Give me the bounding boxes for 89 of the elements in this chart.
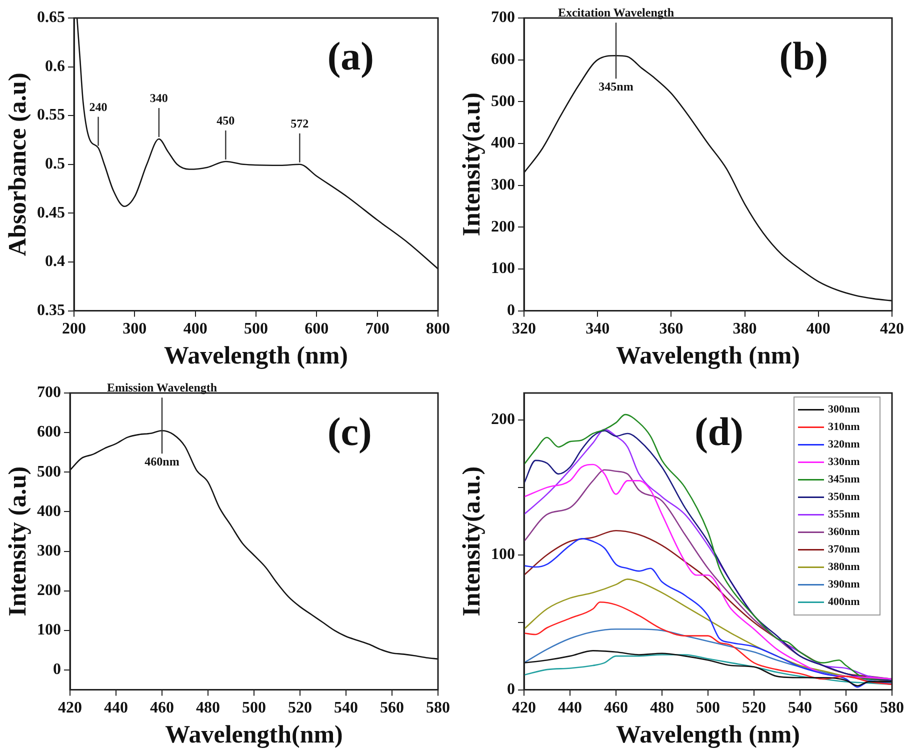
legend-label: 350nm	[828, 491, 860, 504]
legend-label: 380nm	[828, 561, 860, 574]
y-tick-label: 300	[491, 176, 515, 194]
legend-label: 300nm	[828, 404, 860, 416]
x-tick-label: 400	[183, 320, 208, 338]
annotation: (c)	[327, 408, 372, 454]
y-tick-label: 0.6	[45, 58, 65, 75]
x-tick-label: 480	[196, 700, 220, 717]
y-axis-title: Intensity(a.u)	[458, 92, 486, 236]
x-tick-label: 420	[58, 700, 82, 717]
x-tick-label: 420	[880, 320, 904, 338]
y-tick-label: 0.4	[45, 253, 65, 270]
x-tick-label: 200	[62, 320, 86, 338]
legend-label: 390nm	[828, 578, 860, 591]
x-tick-label: 380	[732, 320, 757, 338]
y-tick-label: 0.5	[45, 156, 65, 173]
annotation: 340	[150, 91, 168, 106]
x-tick-label: 440	[558, 700, 582, 717]
y-axis-title: Intensity (a.u)	[4, 466, 32, 616]
x-axis-title: Wavelength(nm)	[165, 721, 343, 748]
x-tick-label: 700	[365, 320, 390, 338]
x-axis-title: Wavelength (nm)	[164, 342, 348, 370]
annotation: Excitation Wavelength	[558, 6, 674, 20]
y-tick-label: 700	[491, 9, 515, 26]
y-tick-label: 400	[37, 502, 61, 520]
annotation: 460nm	[144, 454, 180, 469]
y-tick-label: 500	[491, 92, 515, 110]
annotation: 240	[89, 100, 108, 114]
x-tick-label: 400	[806, 320, 830, 338]
x-tick-label: 560	[380, 700, 404, 717]
y-tick-label: 600	[37, 424, 61, 441]
x-tick-label: 580	[880, 700, 904, 717]
legend-label: 360nm	[828, 526, 860, 538]
y-tick-label: 200	[491, 411, 515, 428]
legend-label: 345nm	[828, 474, 860, 486]
x-tick-label: 300	[122, 320, 147, 338]
x-tick-label: 520	[288, 700, 312, 717]
x-axis-title: Wavelength (nm)	[616, 721, 800, 748]
y-tick-label: 0.55	[37, 106, 65, 124]
x-tick-label: 440	[104, 700, 128, 717]
x-tick-label: 320	[512, 320, 536, 338]
legend-label: 355nm	[828, 508, 860, 521]
y-axis-title: Absorbance (a.u)	[4, 72, 32, 256]
x-tick-label: 480	[650, 700, 674, 717]
annotation: 345nm	[598, 80, 634, 94]
x-tick-label: 520	[742, 700, 766, 717]
y-tick-label: 0	[53, 661, 61, 678]
y-tick-label: 500	[37, 463, 61, 480]
annotation: 572	[290, 116, 309, 130]
y-tick-label: 0.35	[37, 302, 65, 319]
x-tick-label: 800	[426, 320, 450, 338]
y-tick-label: 100	[491, 546, 515, 564]
x-tick-label: 540	[788, 700, 812, 717]
legend-label: 370nm	[828, 544, 860, 556]
x-tick-label: 340	[586, 320, 610, 338]
x-tick-label: 460	[150, 700, 174, 717]
y-tick-label: 100	[491, 260, 515, 278]
y-tick-label: 200	[37, 582, 61, 600]
annotation: (d)	[694, 408, 744, 454]
y-tick-label: 0	[507, 680, 515, 698]
annotation: Emission Wavelength	[106, 380, 218, 395]
x-tick-label: 540	[334, 700, 358, 717]
y-tick-label: 300	[37, 542, 61, 560]
legend-label: 320nm	[828, 438, 860, 451]
y-tick-label: 0	[507, 302, 515, 319]
x-tick-label: 420	[512, 700, 536, 717]
x-tick-label: 560	[834, 700, 858, 717]
y-axis-title: Intensity(a.u.)	[458, 466, 486, 616]
y-tick-label: 100	[37, 622, 61, 639]
x-tick-label: 360	[659, 320, 684, 338]
legend-label: 330nm	[828, 456, 860, 468]
x-tick-label: 500	[244, 320, 268, 338]
y-tick-label: 700	[37, 384, 61, 402]
annotation: (a)	[327, 33, 374, 78]
legend-label: 310nm	[828, 421, 860, 434]
x-tick-label: 500	[696, 700, 720, 717]
y-tick-label: 200	[491, 218, 515, 236]
y-tick-label: 0.45	[37, 204, 65, 222]
x-tick-label: 580	[426, 700, 450, 717]
x-axis-title: Wavelength (nm)	[616, 342, 800, 370]
annotation: (b)	[779, 33, 828, 78]
y-tick-label: 400	[491, 134, 515, 152]
x-tick-label: 500	[242, 700, 266, 717]
annotation: 450	[216, 114, 235, 128]
y-tick-label: 600	[491, 50, 515, 68]
y-tick-label: 0.65	[37, 9, 65, 26]
x-tick-label: 460	[604, 700, 628, 717]
legend-label: 400nm	[828, 596, 860, 608]
x-tick-label: 600	[304, 320, 329, 338]
